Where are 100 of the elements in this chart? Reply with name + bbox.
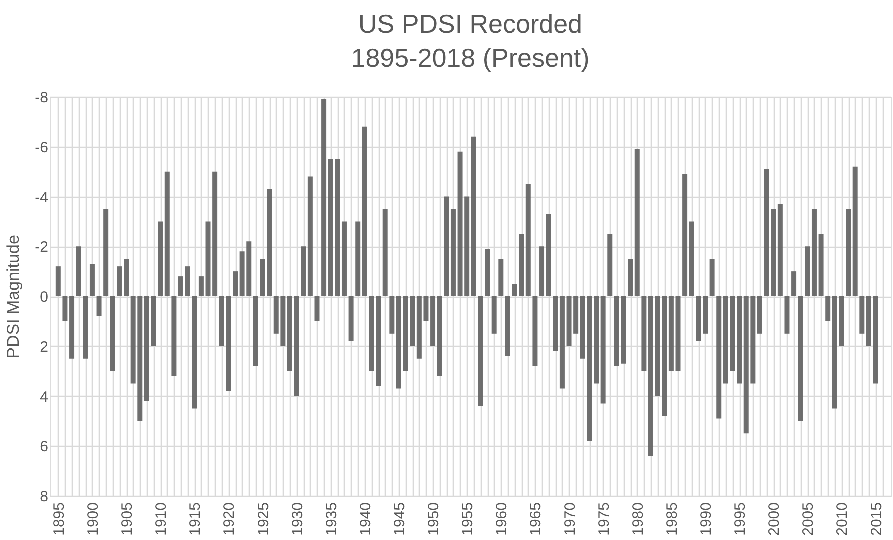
bar [648, 296, 654, 456]
x-tick-label: 1995 [732, 502, 750, 536]
bar [96, 296, 102, 316]
bar [682, 174, 688, 296]
bar [812, 209, 817, 296]
x-tick-label: 1910 [153, 502, 170, 536]
bar [178, 276, 184, 296]
bar [356, 222, 361, 296]
x-tick-label: 2010 [834, 502, 852, 536]
bar [62, 296, 68, 322]
y-tick-label: 8 [40, 488, 48, 506]
bar [866, 296, 872, 346]
bar [546, 214, 552, 296]
bar [158, 222, 164, 296]
bar [532, 296, 538, 366]
bar [294, 296, 300, 396]
bar [818, 234, 824, 296]
x-tick-label: 1950 [426, 502, 443, 536]
x-tick-label: 1980 [630, 502, 647, 536]
bar [540, 246, 545, 296]
bar [505, 296, 510, 356]
bar [710, 259, 715, 296]
bar [757, 296, 762, 334]
bar [498, 259, 504, 296]
x-tick-label: 1965 [528, 502, 545, 536]
bar [798, 296, 804, 422]
bar [628, 259, 634, 296]
chart-title: US PDSI Recorded [358, 9, 582, 39]
bar [450, 209, 456, 296]
bar [437, 296, 442, 376]
bar [860, 296, 865, 334]
bar [90, 264, 95, 296]
bar [852, 166, 858, 296]
bar [172, 296, 177, 376]
bar [696, 296, 702, 342]
y-tick-label: 6 [40, 438, 48, 456]
bar [110, 296, 116, 372]
bar [83, 296, 88, 359]
bar [642, 296, 647, 372]
x-tick-label: 1925 [255, 502, 272, 536]
x-tick-label: 2000 [766, 502, 784, 536]
bar [314, 296, 320, 322]
bar [164, 172, 170, 296]
bar [737, 296, 742, 384]
bar [430, 296, 436, 346]
bar [376, 296, 382, 386]
x-tick-label: 1990 [698, 502, 715, 536]
bar [826, 296, 831, 322]
y-tick-label: -6 [35, 139, 48, 156]
bar [151, 296, 156, 346]
bar [198, 276, 204, 296]
bar [124, 259, 130, 296]
x-tick-label: 1935 [323, 502, 340, 536]
x-tick-label: 1975 [596, 502, 613, 536]
bar [185, 266, 190, 296]
x-tick-label: 1920 [221, 502, 238, 536]
bar [287, 296, 292, 372]
bar [348, 296, 354, 342]
y-axis-title: PDSI Magnitude [4, 235, 24, 359]
bar [253, 296, 258, 366]
x-tick-label: 1985 [664, 502, 681, 536]
bar [553, 296, 558, 352]
y-tick-label: -2 [35, 239, 48, 256]
x-tick-label: 1940 [357, 502, 374, 536]
bar [846, 209, 852, 296]
bar [396, 296, 402, 389]
bar [471, 136, 476, 296]
bar [444, 196, 450, 296]
bar [342, 222, 347, 296]
bar [600, 296, 606, 404]
x-tick-label: 1895 [50, 502, 68, 536]
x-tick-label: 2015 [868, 502, 886, 536]
x-tick-label: 1945 [391, 502, 408, 536]
bar [634, 149, 640, 296]
bar [805, 246, 810, 296]
chart-subtitle: 1895-2018 (Present) [351, 43, 590, 73]
bar [608, 234, 613, 296]
x-tick-label: 1955 [460, 502, 477, 536]
bar [144, 296, 150, 402]
y-tick-label: 2 [40, 338, 48, 356]
bar [485, 249, 490, 296]
x-tick-label: 1905 [119, 502, 136, 536]
x-tick-label: 1900 [84, 502, 102, 536]
bar [716, 296, 722, 419]
bar [369, 296, 374, 372]
bar [192, 296, 198, 409]
bar [308, 176, 313, 296]
bar [621, 296, 626, 364]
bar [117, 266, 122, 296]
bar [390, 296, 395, 334]
bar [70, 296, 75, 359]
y-tick-label: -8 [35, 90, 48, 106]
bar [56, 266, 61, 296]
bar [526, 184, 531, 296]
bar [233, 272, 238, 296]
y-tick-label: 4 [40, 388, 48, 406]
bar [560, 296, 565, 389]
x-tick-label: 2005 [800, 502, 818, 536]
bar [382, 209, 388, 296]
bar [873, 296, 878, 384]
